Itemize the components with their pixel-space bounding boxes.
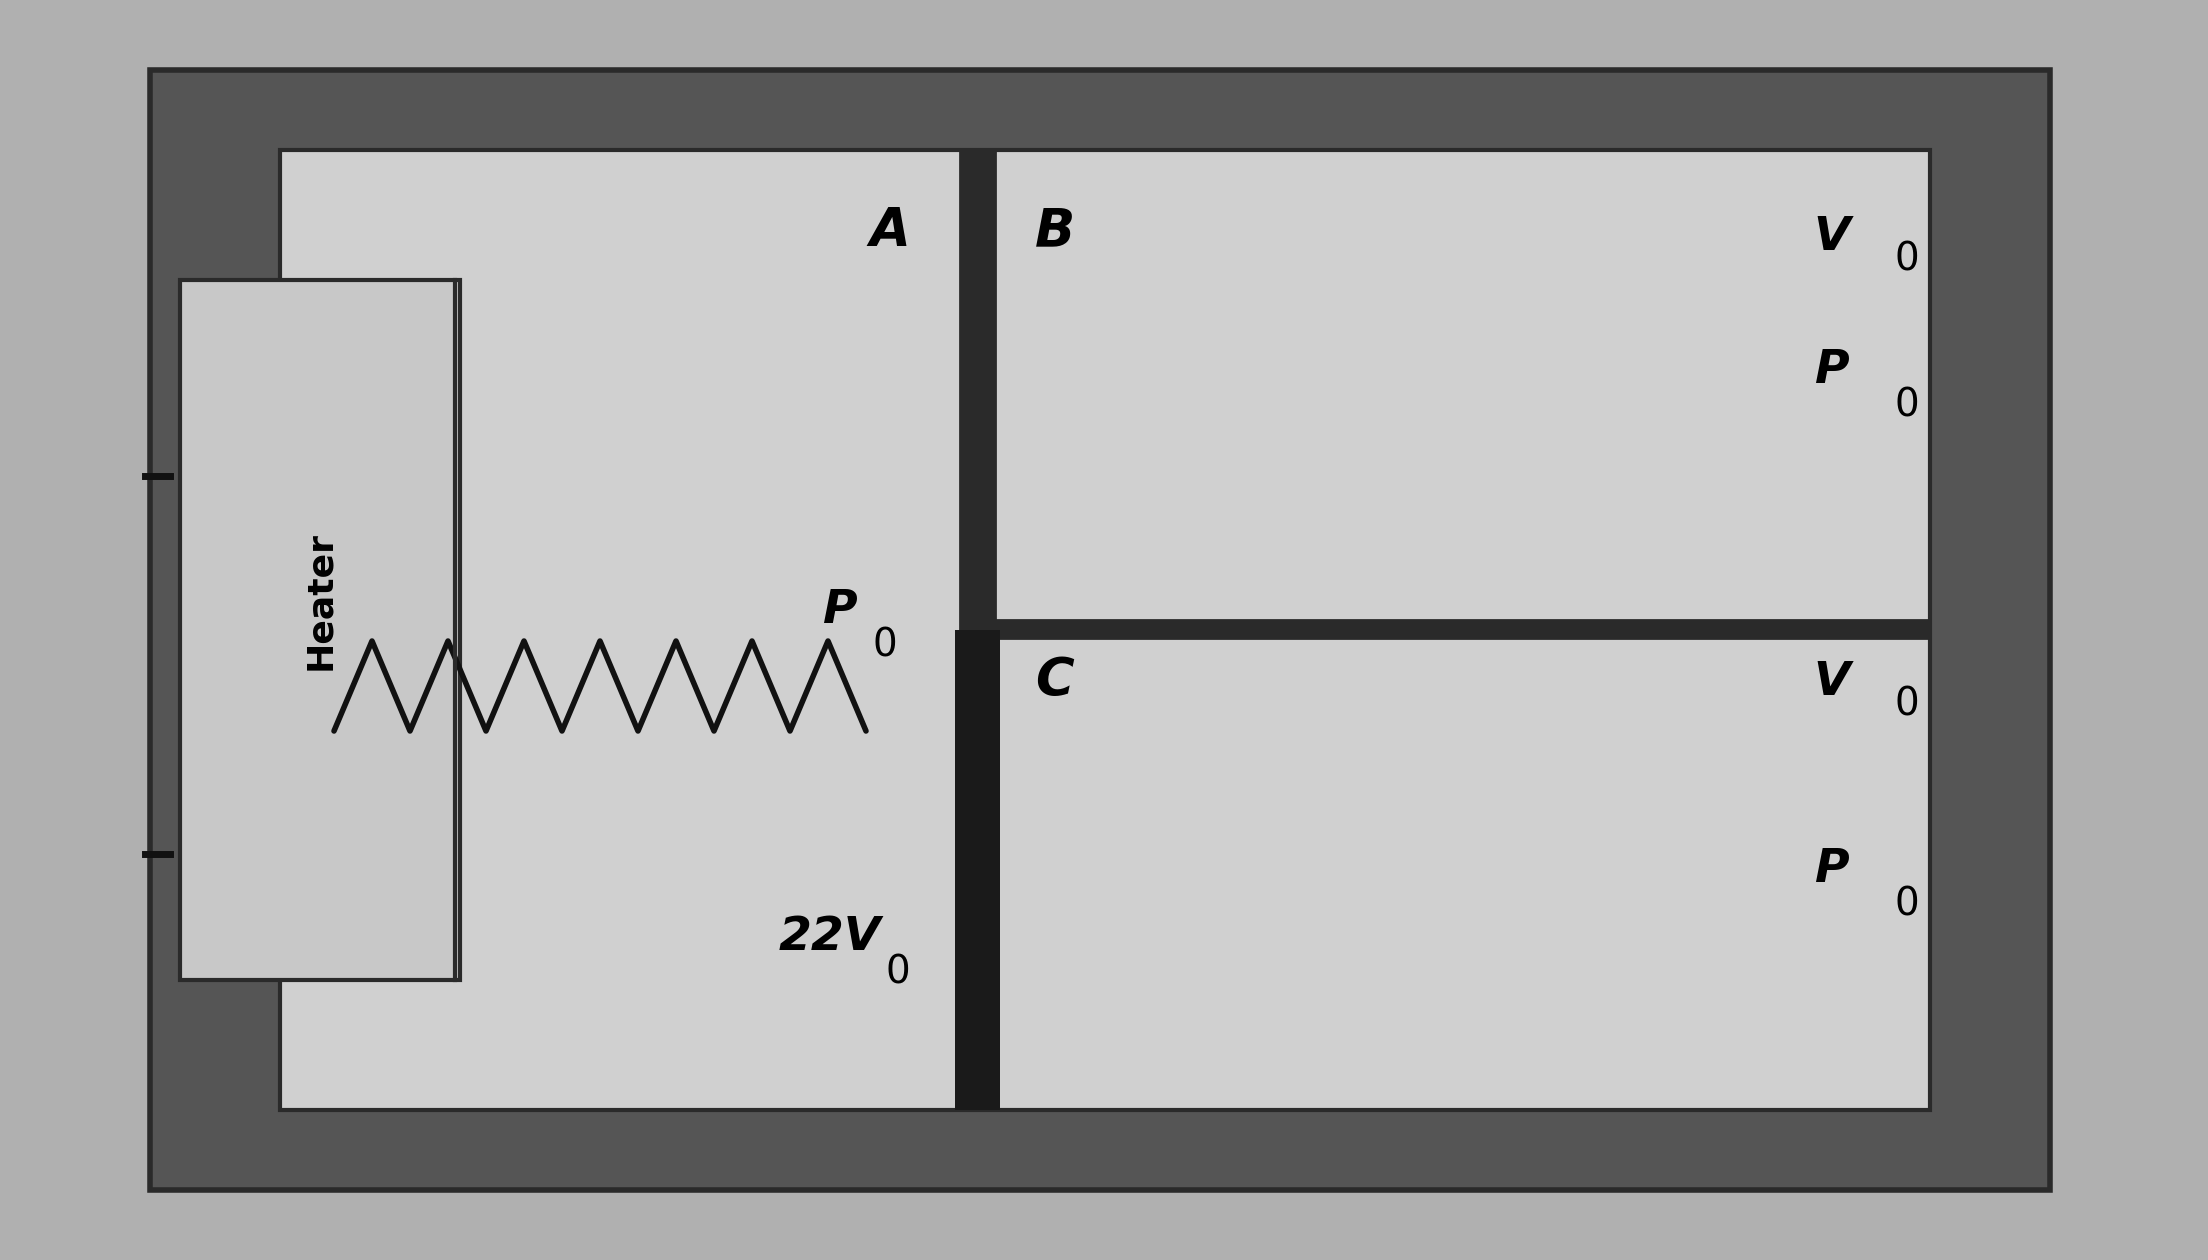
Text: P: P (1815, 848, 1850, 892)
Text: Heater: Heater (302, 530, 338, 669)
Bar (181, 280, 459, 980)
Text: 0: 0 (1894, 386, 1919, 425)
Text: 0: 0 (885, 954, 910, 992)
Text: 22V: 22V (779, 915, 881, 960)
Text: V: V (1813, 215, 1850, 260)
Bar (956, 630, 1000, 1110)
Text: P: P (1815, 348, 1850, 393)
Bar (150, 71, 2049, 1189)
Text: 0: 0 (1894, 239, 1919, 278)
Text: 0: 0 (872, 626, 896, 665)
Bar (996, 620, 1930, 638)
Bar (280, 150, 1930, 1110)
Text: A: A (870, 205, 910, 257)
Text: 0: 0 (1894, 685, 1919, 723)
Text: C: C (1036, 655, 1073, 707)
Text: 0: 0 (1894, 886, 1919, 924)
Text: B: B (1036, 205, 1075, 257)
Text: V: V (1813, 660, 1850, 706)
Text: P: P (824, 588, 857, 634)
Bar (960, 150, 996, 1110)
